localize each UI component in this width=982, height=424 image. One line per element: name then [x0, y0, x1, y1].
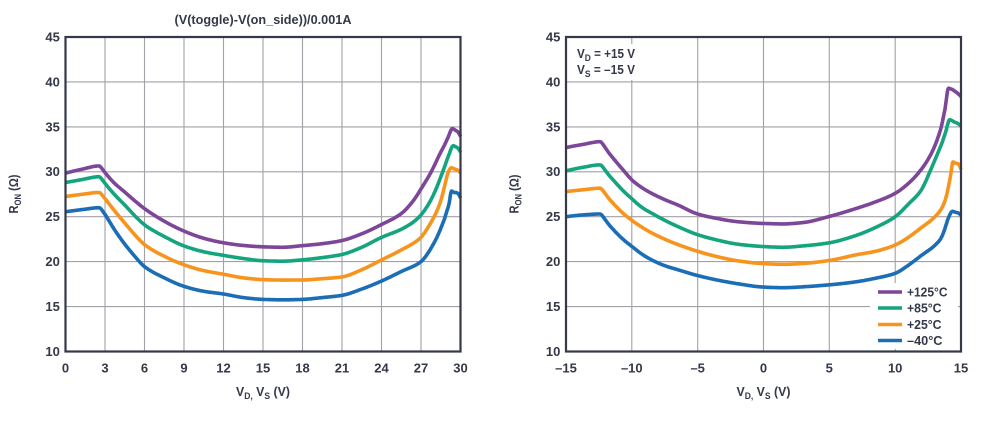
svg-text:6: 6: [141, 361, 148, 376]
svg-text:24: 24: [374, 361, 389, 376]
svg-text:RON (Ω): RON (Ω): [507, 175, 524, 214]
svg-text:10: 10: [546, 344, 560, 359]
svg-text:45: 45: [45, 29, 59, 44]
svg-text:30: 30: [453, 361, 467, 376]
svg-text:15: 15: [256, 361, 270, 376]
svg-text:–40°C: –40°C: [907, 334, 943, 348]
svg-text:–10: –10: [621, 361, 643, 376]
svg-text:20: 20: [546, 254, 560, 269]
svg-text:–15: –15: [555, 361, 577, 376]
svg-text:3: 3: [101, 361, 108, 376]
svg-text:18: 18: [295, 361, 309, 376]
svg-text:10: 10: [888, 361, 902, 376]
svg-text:VD = +15 V: VD = +15 V: [577, 47, 636, 63]
svg-text:35: 35: [546, 119, 560, 134]
svg-text:(V(toggle)-V(on_side))/0.001A: (V(toggle)-V(on_side))/0.001A: [175, 12, 353, 27]
svg-text:0: 0: [760, 361, 767, 376]
svg-text:30: 30: [45, 164, 59, 179]
svg-text:+25°C: +25°C: [907, 318, 942, 332]
svg-text:21: 21: [335, 361, 349, 376]
svg-text:10: 10: [45, 344, 59, 359]
svg-text:27: 27: [414, 361, 428, 376]
svg-text:5: 5: [826, 361, 833, 376]
svg-text:VD, VS (V): VD, VS (V): [737, 384, 791, 401]
svg-text:35: 35: [45, 119, 59, 134]
svg-text:45: 45: [546, 29, 560, 44]
svg-text:25: 25: [45, 209, 59, 224]
svg-text:–5: –5: [690, 361, 704, 376]
svg-text:9: 9: [180, 361, 187, 376]
svg-text:15: 15: [546, 299, 560, 314]
svg-text:40: 40: [45, 74, 59, 89]
svg-text:25: 25: [546, 209, 560, 224]
svg-text:+125°C: +125°C: [907, 286, 948, 300]
svg-text:20: 20: [45, 254, 59, 269]
svg-text:RON (Ω): RON (Ω): [6, 175, 23, 214]
svg-text:15: 15: [45, 299, 59, 314]
svg-text:12: 12: [216, 361, 230, 376]
svg-text:VD, VS (V): VD, VS (V): [236, 384, 290, 401]
svg-text:+85°C: +85°C: [907, 302, 942, 316]
svg-text:VS = –15 V: VS = –15 V: [577, 63, 636, 79]
svg-text:30: 30: [546, 164, 560, 179]
svg-text:40: 40: [546, 74, 560, 89]
svg-text:0: 0: [62, 361, 69, 376]
svg-text:15: 15: [954, 361, 968, 376]
